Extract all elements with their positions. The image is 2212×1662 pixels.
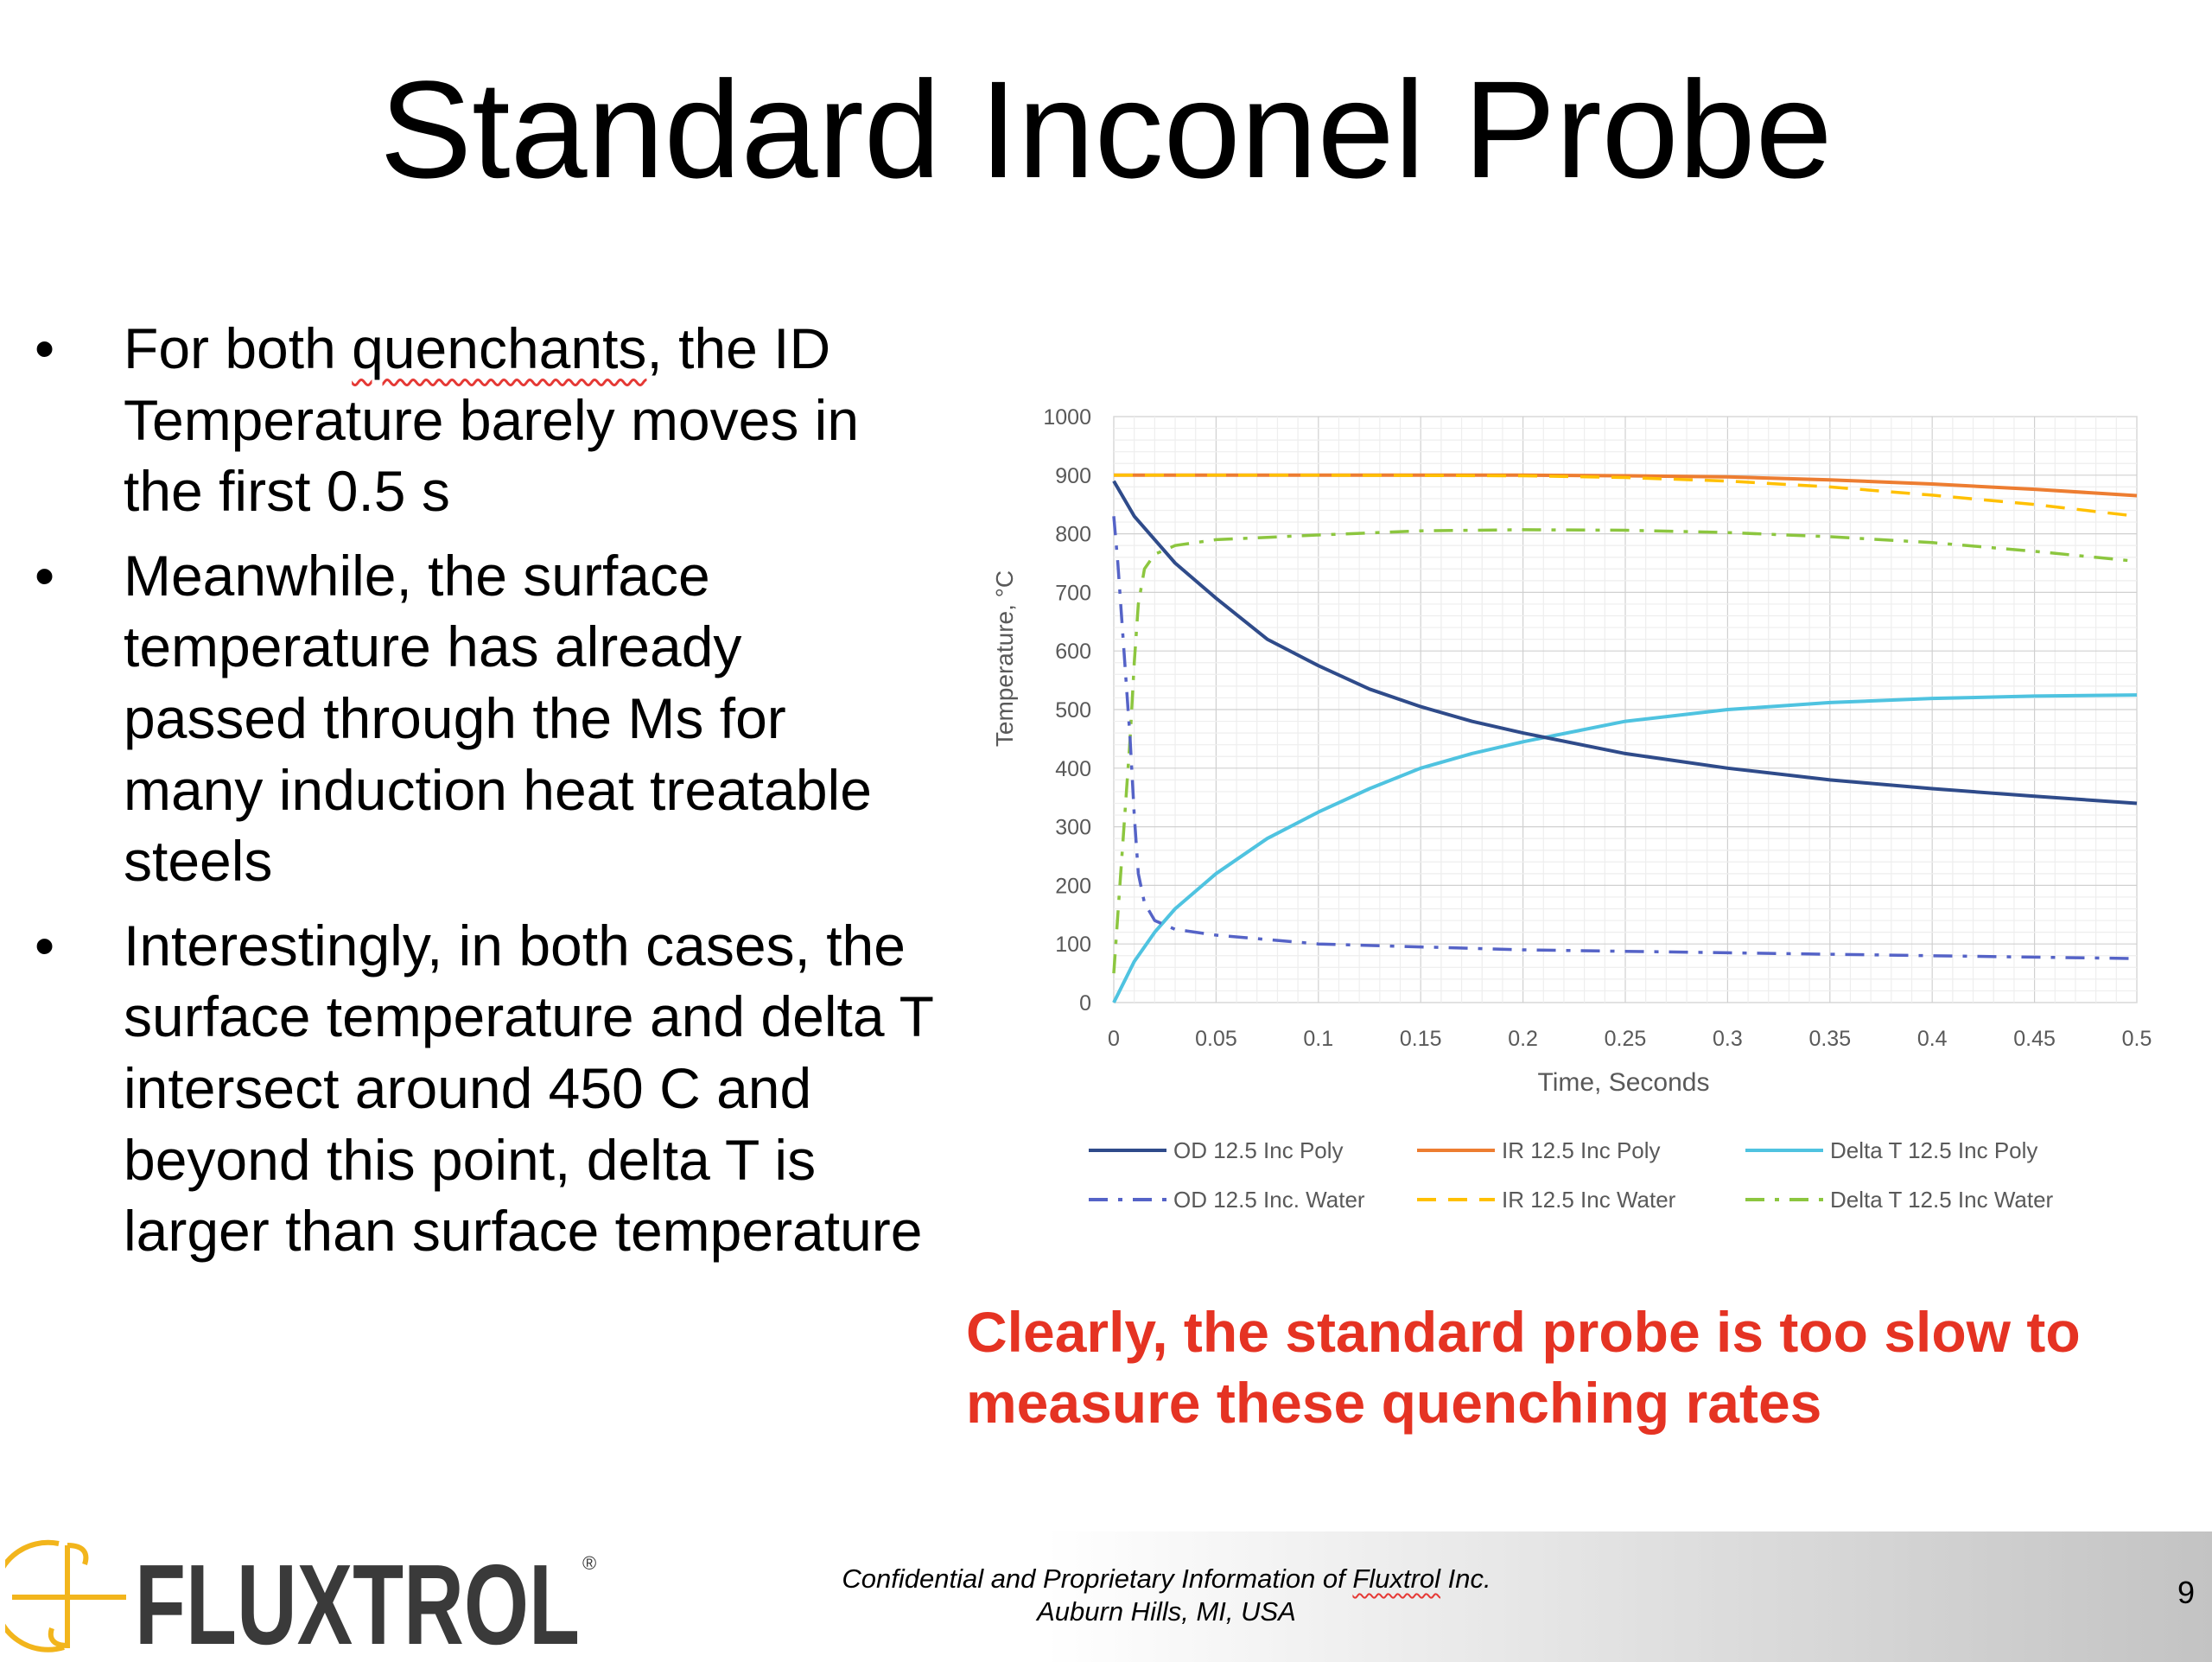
y-tick-label: 0 [1079, 991, 1091, 1016]
chart-series [1112, 473, 2138, 1003]
y-tick-label: 200 [1055, 874, 1091, 898]
legend-label: Delta T 12.5 Inc Water [1830, 1187, 2054, 1213]
x-tick-label: 0.1 [1303, 1027, 1333, 1051]
legend-label: OD 12.5 Inc Poly [1173, 1137, 1344, 1163]
fluxtrol-logo: FLUXTROL ® [5, 1539, 596, 1656]
bullet-list: • For both quenchants, the ID Temperatur… [35, 313, 933, 1280]
y-tick-label: 600 [1055, 640, 1091, 664]
series-line [1112, 516, 2138, 960]
x-tick-label: 0.2 [1508, 1027, 1538, 1051]
y-tick-label: 400 [1055, 757, 1091, 781]
y-tick-label: 100 [1055, 933, 1091, 957]
y-tick-label: 700 [1055, 581, 1091, 605]
y-axis-label: Temperature, °C [991, 570, 1018, 747]
footer-line-2: Auburn Hills, MI, USA [1037, 1596, 1296, 1627]
x-tick-label: 0.3 [1713, 1027, 1743, 1051]
y-tick-label: 1000 [1043, 405, 1091, 430]
bullet-item: • Meanwhile, the surface temperature has… [35, 540, 933, 897]
bullet-item: • For both quenchants, the ID Temperatur… [35, 313, 933, 527]
y-tick-label: 300 [1055, 816, 1091, 840]
bullet-text: Meanwhile, the surface temperature has a… [124, 543, 872, 894]
chart-legend: OD 12.5 Inc Poly IR 12.5 Inc Poly Delta T … [1089, 1137, 2054, 1213]
x-tick-label: 0.25 [1605, 1027, 1647, 1051]
bullet-item: • Interestingly, in both cases, the surf… [35, 910, 933, 1267]
x-tick-label: 0 [1108, 1027, 1120, 1051]
footer-line-1-start: Confidential and Proprietary Information… [842, 1563, 1353, 1594]
chart-grid [1113, 416, 2138, 1003]
spellcheck-flagged-word: quenchants [352, 316, 647, 380]
temperature-chart: 0 0.05 0.1 0.15 0.2 0.25 0.3 0.35 0.4 0.45 0.5 0 100… [991, 405, 2152, 1213]
chart-tick-labels: 0 0.05 0.1 0.15 0.2 0.25 0.3 0.35 0.4 0.45 0.5 0 100… [1043, 405, 2152, 1051]
bullet-text-start: For both [124, 316, 353, 380]
slide-title: Standard Inconel Probe [379, 52, 1833, 207]
x-tick-label: 0.35 [1808, 1027, 1851, 1051]
y-tick-label: 800 [1055, 523, 1091, 547]
bullet-marker: • [35, 316, 55, 380]
footer-line-1-end: Inc. [1440, 1563, 1491, 1594]
registered-mark: ® [582, 1552, 596, 1574]
series-line [1114, 474, 2138, 519]
footer-band [657, 1531, 2212, 1662]
logo-wordmark: FLUXTROL [135, 1541, 580, 1656]
footer-text: Confidential and Proprietary Information… [778, 1563, 1555, 1628]
legend-label: IR 12.5 Inc Poly [1502, 1137, 1661, 1163]
legend-label: OD 12.5 Inc. Water [1173, 1187, 1365, 1213]
x-tick-label: 0.05 [1195, 1027, 1237, 1051]
x-axis-label: Time, Seconds [1538, 1068, 1710, 1097]
x-tick-label: 0.15 [1400, 1027, 1442, 1051]
series-line [1112, 693, 2138, 1003]
legend-label: Delta T 12.5 Inc Poly [1830, 1137, 2037, 1163]
x-tick-label: 0.4 [1917, 1027, 1948, 1051]
bullet-text: Interestingly, in both cases, the surfac… [124, 913, 933, 1264]
y-tick-label: 900 [1055, 464, 1091, 488]
callout-text: Clearly, the standard probe is too slow … [966, 1300, 2081, 1435]
fluxtrol-mark-icon [5, 1539, 126, 1652]
footer-company-name: Fluxtrol [1352, 1563, 1441, 1594]
x-tick-label: 0.45 [2013, 1027, 2056, 1051]
bullet-marker: • [35, 913, 55, 977]
legend-label: IR 12.5 Inc Water [1502, 1187, 1676, 1213]
bullet-text-end: , the ID Temperature barely moves in the… [124, 316, 860, 524]
bullet-marker: • [35, 543, 55, 608]
series-line [1112, 480, 2138, 806]
footer-line-1: Confidential and Proprietary Information… [778, 1563, 1555, 1595]
page-number: 9 [2177, 1575, 2195, 1610]
x-tick-label: 0.5 [2122, 1027, 2152, 1051]
y-tick-label: 500 [1055, 698, 1091, 723]
